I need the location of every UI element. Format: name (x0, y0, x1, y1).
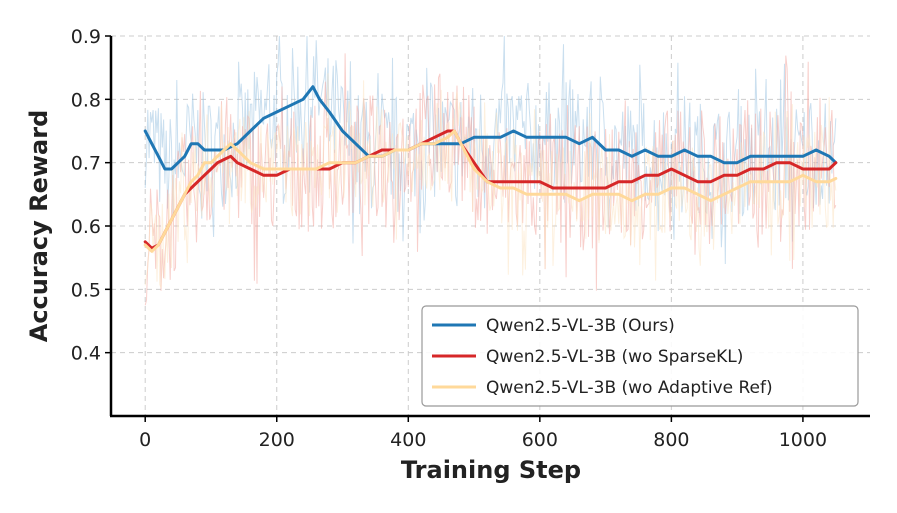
x-tick-label: 800 (653, 429, 689, 451)
y-tick-label: 0.4 (71, 343, 101, 365)
y-axis-title: Accuracy Reward (25, 110, 53, 343)
series-line-qwen2-5-vl-3b-wo-sparsekl (143, 129, 838, 250)
x-tick-label: 600 (522, 429, 558, 451)
x-tick-label: 1000 (779, 429, 827, 451)
y-tick-label: 0.8 (71, 89, 101, 111)
legend-label-wo-adaptive-ref: Qwen2.5-VL-3B (wo Adaptive Ref) (486, 378, 773, 398)
legend: Qwen2.5-VL-3B (Ours) Qwen2.5-VL-3B (wo S… (421, 305, 859, 407)
series-line-qwen2-5-vl-3b-wo-adaptive-ref (143, 129, 838, 253)
legend-label-ours: Qwen2.5-VL-3B (Ours) (486, 316, 675, 336)
legend-box (421, 305, 859, 407)
x-tick-label: 0 (139, 429, 151, 451)
raw-trace-qwen2-5-vl-3b-ours (144, 35, 837, 265)
y-tick-label: 0.6 (71, 216, 101, 238)
x-tick-label: 200 (259, 429, 295, 451)
smoothed-lines (143, 85, 838, 253)
y-tick-label: 0.7 (71, 153, 101, 175)
y-tick-label: 0.5 (71, 279, 101, 301)
ticks: 0.4 0.5 0.6 0.7 0.8 0.9 0 200 400 600 800 1000 (71, 26, 827, 451)
series-line-qwen2-5-vl-3b-ours (143, 85, 838, 171)
legend-label-wo-sparsekl: Qwen2.5-VL-3B (wo SparseKL) (486, 347, 743, 367)
x-axis-title: Training Step (401, 456, 581, 484)
raw-trace-qwen2-5-vl-3b-wo-sparsekl (144, 53, 837, 306)
x-tick-label: 400 (390, 429, 426, 451)
y-tick-label: 0.9 (71, 26, 101, 48)
